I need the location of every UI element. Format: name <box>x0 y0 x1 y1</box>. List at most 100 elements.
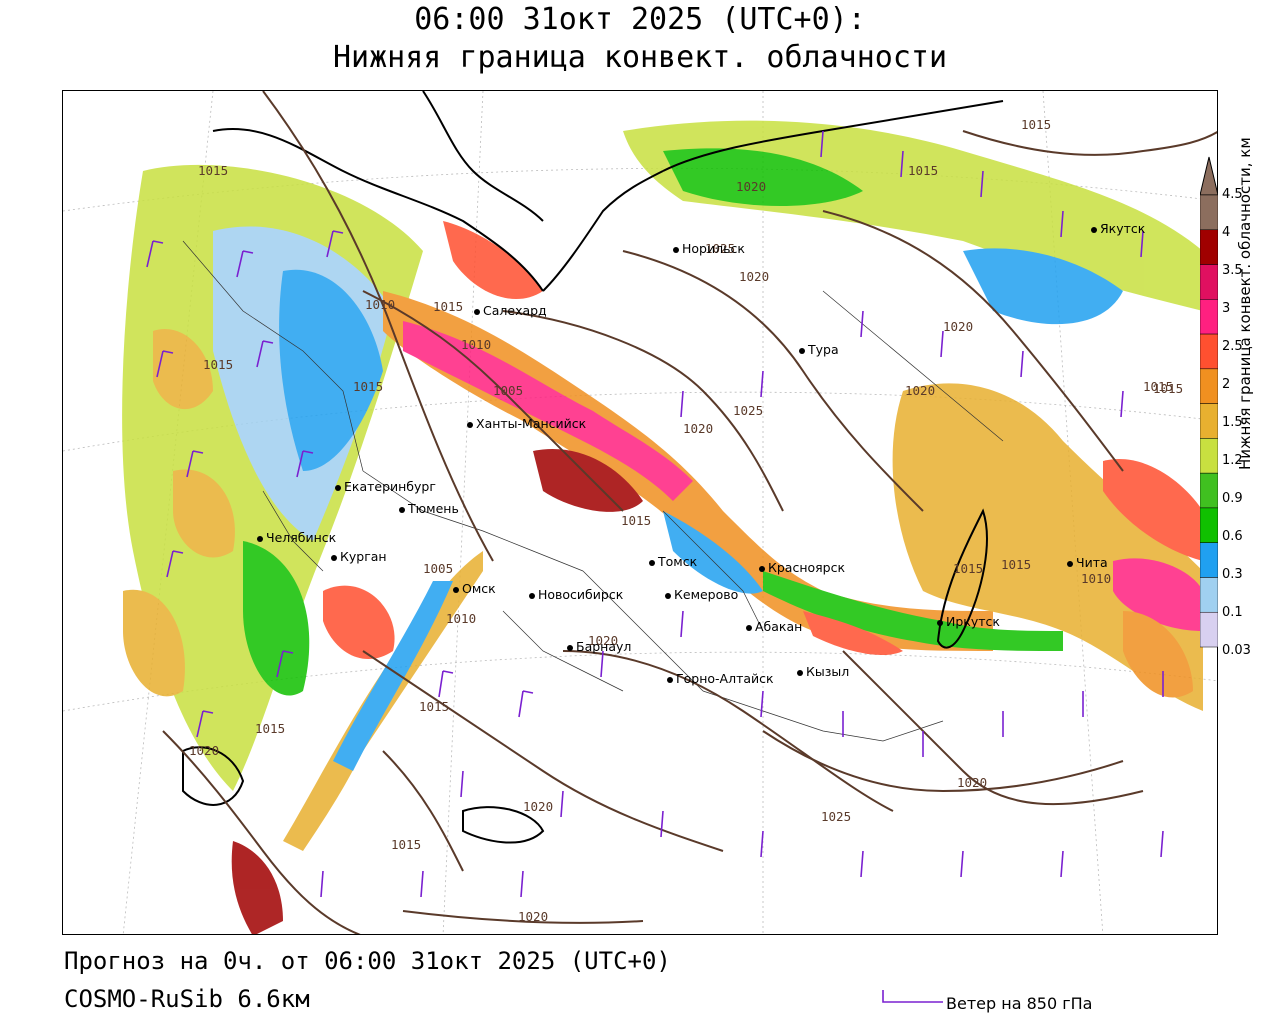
colorbar <box>1200 156 1218 648</box>
colorbar-tick: 0.03 <box>1222 643 1251 658</box>
city-dot <box>467 421 473 428</box>
city-marker: Курган <box>331 549 387 564</box>
colorbar-ticks: 4.5 4 3.5 3 2.5 2 1.5 1.2 0.9 0.6 0.3 0.… <box>1222 155 1251 658</box>
city-label: Кемерово <box>674 587 739 602</box>
coastlines <box>182 91 1004 844</box>
city-label: Омск <box>462 581 496 596</box>
isobar-label: 1015 <box>353 379 384 394</box>
isobar-label: 1020 <box>739 269 770 284</box>
forecast-info: Прогноз на 0ч. от 06:00 31окт 2025 (UTC+… <box>64 947 671 975</box>
city-label: Якутск <box>1100 221 1146 236</box>
isobar-label: 1005 <box>493 383 524 398</box>
isobar-label: 1010 <box>446 611 477 626</box>
colorbar-tick: 1.5 <box>1222 415 1243 430</box>
colorbar-arrow <box>1200 156 1218 196</box>
colorbar-tick: 4 <box>1222 225 1231 240</box>
city-label: Иркутск <box>946 614 1000 629</box>
colorbar-tick: 3.5 <box>1222 263 1243 278</box>
city-label: Кызыл <box>806 664 850 679</box>
isobar-label: 1015 <box>1153 381 1184 396</box>
colorbar-tick: 0.3 <box>1222 567 1243 582</box>
region-borders <box>182 240 1004 742</box>
isobar-label: 1020 <box>736 179 767 194</box>
city-marker: Новосибирск <box>529 587 623 602</box>
map-title: 06:00 31окт 2025 (UTC+0): <box>414 2 866 37</box>
colorbar-tick: 2.5 <box>1222 339 1243 354</box>
isobar-label: 1005 <box>423 561 454 576</box>
city-dot <box>746 624 752 631</box>
forecast-map[interactable]: 1015 1015 1015 1020 1025 1020 1015 1020 … <box>62 90 1218 935</box>
city-label: Курган <box>340 549 387 564</box>
colorbar-segment <box>1200 368 1218 404</box>
city-label: Красноярск <box>768 560 846 575</box>
isobar-label: 1020 <box>943 319 974 334</box>
colorbar-tick: 3 <box>1222 301 1231 316</box>
cloud-field <box>122 120 1203 934</box>
city-marker: Иркутск <box>937 614 1000 629</box>
city-marker: Якутск <box>1091 221 1145 236</box>
city-marker: Ханты-Мансийск <box>467 416 586 431</box>
isobar-label: 1010 <box>461 337 492 352</box>
isobar-label: 1020 <box>189 743 220 758</box>
city-marker: Екатеринбург <box>335 479 436 494</box>
isobar-label: 1015 <box>391 837 422 852</box>
isobar-label: 1020 <box>588 633 619 648</box>
isobar-label: 1020 <box>518 909 549 924</box>
colorbar-segment <box>1200 611 1218 648</box>
colorbar-segment <box>1200 577 1218 613</box>
colorbar-segment <box>1200 403 1218 439</box>
colorbar-tick: 2 <box>1222 377 1231 392</box>
city-dot <box>567 644 573 651</box>
colorbar-segment <box>1200 472 1218 509</box>
colorbar-segment <box>1200 438 1218 474</box>
colorbar-segment <box>1200 229 1218 265</box>
city-label: Барнаул <box>576 639 632 654</box>
city-marker: Салехард <box>474 303 547 318</box>
city-marker: Абакан <box>746 619 802 634</box>
city-dot <box>799 347 805 354</box>
isobar-label: 1015 <box>1143 379 1174 394</box>
city-marker: Кемерово <box>665 587 738 602</box>
isobar-label: 1015 <box>255 721 286 736</box>
city-label: Томск <box>658 554 698 569</box>
city-dot <box>673 246 679 253</box>
isobar-label: 1015 <box>1021 117 1052 132</box>
isobar-label: 1015 <box>1001 557 1032 572</box>
isobar-label: 1015 <box>908 163 939 178</box>
wind-barbs <box>146 130 1164 898</box>
city-dot <box>1067 560 1073 567</box>
colorbar-tick: 0.6 <box>1222 529 1243 544</box>
city-dot <box>453 586 459 593</box>
city-label: Екатеринбург <box>344 479 436 494</box>
isobar-label: 1020 <box>523 799 554 814</box>
colorbar-segment <box>1200 542 1218 578</box>
city-marker: Чита <box>1067 555 1108 570</box>
colorbar-tick: 0.9 <box>1222 491 1243 506</box>
isobar-label: 1015 <box>203 357 234 372</box>
map-canvas <box>63 91 1217 934</box>
city-label: Тура <box>808 342 839 357</box>
map-subtitle: Нижняя граница конвект. облачности <box>332 40 948 75</box>
city-dot <box>649 559 655 566</box>
isobar-label: 1010 <box>1081 571 1112 586</box>
colorbar-segment <box>1200 299 1218 335</box>
colorbar-tick: 4.5 <box>1222 187 1243 202</box>
isobar-label: 1015 <box>419 699 450 714</box>
city-dot <box>257 535 263 542</box>
city-dot <box>331 554 337 561</box>
city-marker: Норильск <box>673 241 745 256</box>
city-marker: Челябинск <box>257 530 336 545</box>
city-dot <box>667 676 673 683</box>
city-marker: Томск <box>649 554 697 569</box>
isobar-label: 1015 <box>621 513 652 528</box>
isobar-label: 1015 <box>433 299 464 314</box>
city-dot <box>759 565 765 572</box>
colorbar-title: Нижняя граница конвект. облачности, км <box>1236 137 1254 470</box>
city-marker: Барнаул <box>567 639 631 654</box>
city-dot <box>937 619 943 626</box>
model-info: COSMO-RuSib 6.6км <box>64 985 310 1013</box>
colorbar-tick: 1.2 <box>1222 453 1243 468</box>
isobar-label: 1020 <box>683 421 714 436</box>
isobar-label: 1025 <box>821 809 852 824</box>
isobar-label: 1025 <box>705 241 736 256</box>
